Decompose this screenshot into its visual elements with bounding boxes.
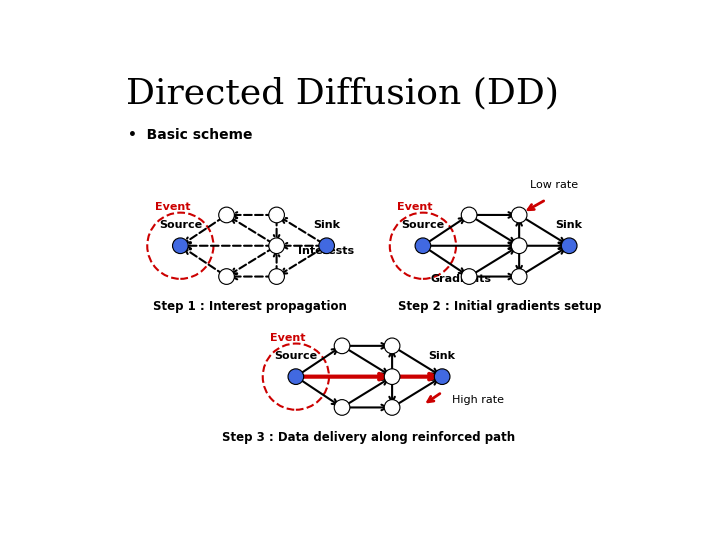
Circle shape: [219, 269, 234, 284]
Circle shape: [269, 269, 284, 284]
Text: Event: Event: [397, 202, 433, 212]
Circle shape: [385, 370, 399, 383]
Circle shape: [220, 208, 233, 221]
Circle shape: [289, 370, 302, 383]
Text: Step 2 : Initial gradients setup: Step 2 : Initial gradients setup: [398, 300, 602, 313]
Text: Event: Event: [155, 202, 190, 212]
Circle shape: [288, 369, 304, 384]
Circle shape: [513, 208, 526, 221]
Circle shape: [385, 401, 399, 414]
Circle shape: [415, 238, 431, 253]
Text: Gradients: Gradients: [431, 274, 492, 284]
Circle shape: [219, 207, 234, 222]
Circle shape: [462, 270, 476, 283]
Text: Step 1 : Interest propagation: Step 1 : Interest propagation: [153, 300, 346, 313]
Circle shape: [462, 208, 476, 221]
Circle shape: [320, 239, 333, 252]
Text: Source: Source: [159, 220, 202, 231]
Circle shape: [434, 369, 450, 384]
Text: Low rate: Low rate: [530, 180, 578, 190]
Text: Interests: Interests: [298, 246, 354, 256]
Text: •  Basic scheme: • Basic scheme: [128, 128, 253, 142]
Circle shape: [416, 239, 429, 252]
Circle shape: [511, 207, 527, 222]
Circle shape: [269, 207, 284, 222]
Circle shape: [385, 339, 399, 353]
Circle shape: [462, 269, 477, 284]
Text: High rate: High rate: [452, 395, 504, 405]
Circle shape: [384, 338, 400, 354]
Text: Event: Event: [271, 333, 306, 343]
Circle shape: [436, 370, 449, 383]
Text: Sink: Sink: [556, 220, 582, 231]
Circle shape: [269, 238, 284, 253]
Circle shape: [562, 239, 576, 252]
Circle shape: [270, 239, 283, 252]
Circle shape: [384, 400, 400, 415]
Circle shape: [334, 338, 350, 354]
Text: Source: Source: [401, 220, 444, 231]
Circle shape: [336, 401, 348, 414]
Circle shape: [511, 269, 527, 284]
Circle shape: [270, 270, 283, 283]
Text: Sink: Sink: [428, 351, 456, 361]
Circle shape: [513, 270, 526, 283]
Circle shape: [319, 238, 334, 253]
Text: Source: Source: [274, 351, 318, 361]
Circle shape: [220, 270, 233, 283]
Circle shape: [334, 400, 350, 415]
Circle shape: [270, 208, 283, 221]
Circle shape: [511, 238, 527, 253]
Circle shape: [562, 238, 577, 253]
Circle shape: [513, 239, 526, 252]
Text: Directed Diffusion (DD): Directed Diffusion (DD): [127, 76, 559, 110]
Circle shape: [462, 207, 477, 222]
Circle shape: [336, 339, 348, 353]
Circle shape: [174, 239, 187, 252]
Text: Step 3 : Data delivery along reinforced path: Step 3 : Data delivery along reinforced …: [222, 430, 516, 443]
Text: Sink: Sink: [313, 220, 340, 231]
Circle shape: [173, 238, 188, 253]
Circle shape: [384, 369, 400, 384]
